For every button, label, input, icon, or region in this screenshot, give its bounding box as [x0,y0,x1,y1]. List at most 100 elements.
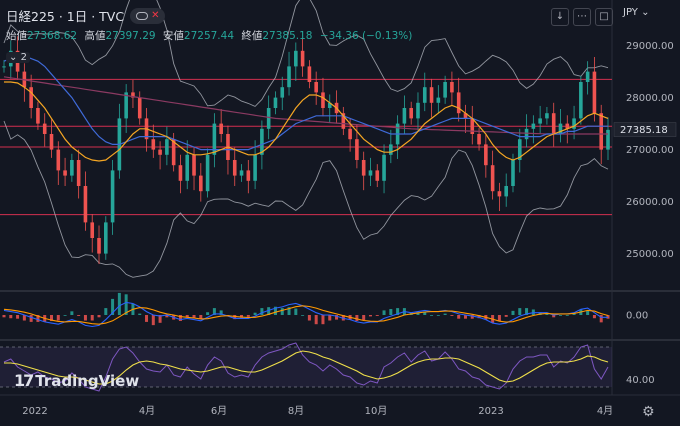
macd-histogram-bar [240,315,244,318]
macd-histogram-bar [558,315,562,316]
candle-body [490,165,495,192]
candle-body [205,154,210,192]
candle-body [110,170,115,223]
more-button[interactable]: ⋯ [573,8,591,26]
candle-body [158,149,162,155]
macd-histogram-bar [253,312,257,315]
candle-body [131,92,135,98]
currency-label: JPY [623,7,638,18]
candle-body [579,82,583,119]
macd-histogram-bar [2,315,6,318]
candle-body [266,108,271,129]
macd-histogram-bar [260,308,264,315]
sma-200-line [3,76,608,135]
macd-histogram-bar [430,315,434,316]
open-value: 27368.62 [27,30,78,42]
candle-body [83,186,88,223]
macd-histogram-bar [572,313,576,315]
symbol-title[interactable]: 日経225 · 1日 · TVC [6,9,125,24]
macd-histogram-bar [287,307,291,315]
candle-body [538,118,542,124]
macd-histogram-bar [518,308,522,315]
macd-histogram-bar [436,315,440,316]
candle-body [97,238,101,254]
macd-histogram-bar [341,315,345,321]
macd-histogram-bar [328,315,332,321]
macd-histogram-bar [63,315,67,316]
macd-histogram-bar [22,315,26,321]
macd-histogram-bar [117,292,121,315]
macd-histogram-bar [552,315,556,318]
close-label: 終値 [241,30,263,42]
macd-histogram-bar [368,315,372,317]
macd-histogram-bar [29,315,33,322]
tv-logo-icon: 17 [14,371,34,390]
price-tick-label: 26000.00 [626,197,674,208]
chevron-down-icon: ⌄ [9,52,18,63]
macd-histogram-bar [375,315,379,316]
macd-histogram-bar [36,315,40,322]
sma-short-line [4,81,609,162]
candle-body [463,113,468,119]
macd-histogram-bar [273,306,277,315]
candle-body [192,154,196,176]
indicator-toggle[interactable]: ⌄ 2 [6,52,30,63]
time-tick-label: 4月 [139,405,155,417]
macd-tick-label: 0.00 [626,311,648,322]
candle-body [327,102,332,108]
close-value: 27385.18 [262,30,313,42]
candle-body [348,128,352,140]
candle-body [402,108,407,124]
last-price-label: 27385.18 [620,125,668,136]
candle-body [199,175,203,192]
macd-histogram-bar [321,315,325,325]
macd-histogram-bar [83,315,87,321]
candle-body [429,87,434,103]
gear-icon[interactable]: ⚙ [642,404,655,420]
rsi-band [0,347,612,387]
candle-body [49,134,54,150]
candle-body [368,170,373,176]
macd-histogram-bar [56,315,60,321]
candle-body [409,108,413,119]
time-tick-label: 6月 [211,405,227,417]
candle-body [307,66,312,82]
macd-histogram-bar [586,310,590,315]
candle-body [355,139,359,160]
candle-body [253,154,257,181]
candle-body [219,123,223,134]
macd-histogram-bar [246,315,250,317]
macd-signal-line [3,305,609,325]
candle-body [287,66,291,88]
macd-histogram-bar [111,298,115,315]
macd-histogram-bar [206,312,210,315]
candle-body [443,82,447,98]
currency-selector[interactable]: JPY ⌄ [623,7,649,18]
candle-body [36,108,40,124]
candle-body [606,129,610,150]
maximize-button[interactable]: □ [595,8,613,26]
price-tick-label: 25000.00 [626,249,674,260]
macd-histogram-bar [212,308,216,315]
candle-body [280,87,285,98]
close-icon: ✕ [151,9,160,21]
candle-body [260,128,264,155]
tradingview-logo: 17 TradingView [14,371,139,390]
low-label: 安値 [162,30,184,42]
candle-body [558,123,563,134]
macd-histogram-bar [70,311,74,315]
indicator-count: 2 [20,52,27,63]
macd-histogram-bar [178,315,182,321]
candle-body [416,102,420,119]
visibility-toggle[interactable]: ✕ [130,7,166,24]
candle-body [165,139,169,155]
ohlc-readout: 始値27368.62 高値27397.29 安値27257.44 終値27385… [6,28,412,43]
macd-histogram-bar [389,309,393,315]
macd-histogram-bar [592,315,596,319]
time-tick-label: 2023 [478,406,503,417]
macd-histogram-bar [314,315,318,325]
move-down-button[interactable]: ↓ [551,8,569,26]
candle-body [63,170,67,176]
candle-body [361,160,366,176]
